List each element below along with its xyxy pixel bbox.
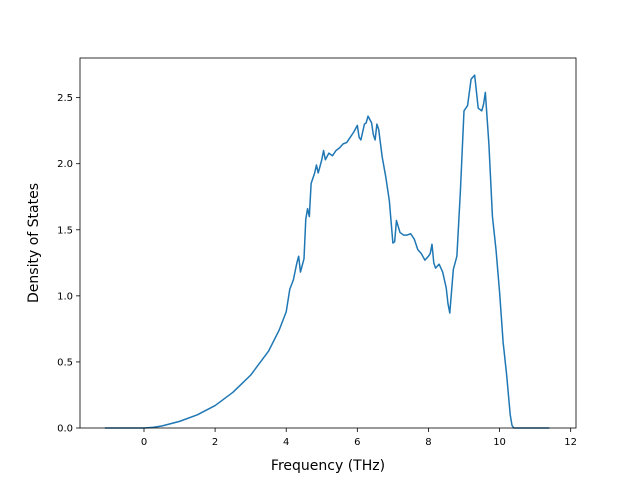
plot-background xyxy=(80,58,576,428)
x-tick-label: 2 xyxy=(212,437,218,448)
dos-series-line xyxy=(104,74,550,429)
x-tick-label: 0 xyxy=(141,437,147,448)
y-axis-ticks: 0.0 0.5 1.0 1.5 2.0 2.5 xyxy=(57,93,80,435)
x-tick-label: 4 xyxy=(283,437,289,448)
y-tick-label: 0.5 xyxy=(57,357,73,368)
y-tick-label: 0.0 xyxy=(57,424,73,435)
x-axis-title: Frequency (THz) xyxy=(271,458,385,474)
y-tick-label: 1.5 xyxy=(57,225,73,236)
y-tick-label: 2.0 xyxy=(57,159,73,170)
x-tick-label: 12 xyxy=(564,437,577,448)
plot-frame xyxy=(79,57,577,429)
x-tick-label: 8 xyxy=(425,437,431,448)
y-axis-title: Density of States xyxy=(26,183,42,303)
y-tick-label: 2.5 xyxy=(57,93,73,104)
x-tick-label: 10 xyxy=(493,437,506,448)
x-tick-label: 6 xyxy=(354,437,360,448)
y-tick-label: 1.0 xyxy=(57,291,73,302)
x-axis-ticks: 0 2 4 6 8 10 12 xyxy=(141,428,577,448)
